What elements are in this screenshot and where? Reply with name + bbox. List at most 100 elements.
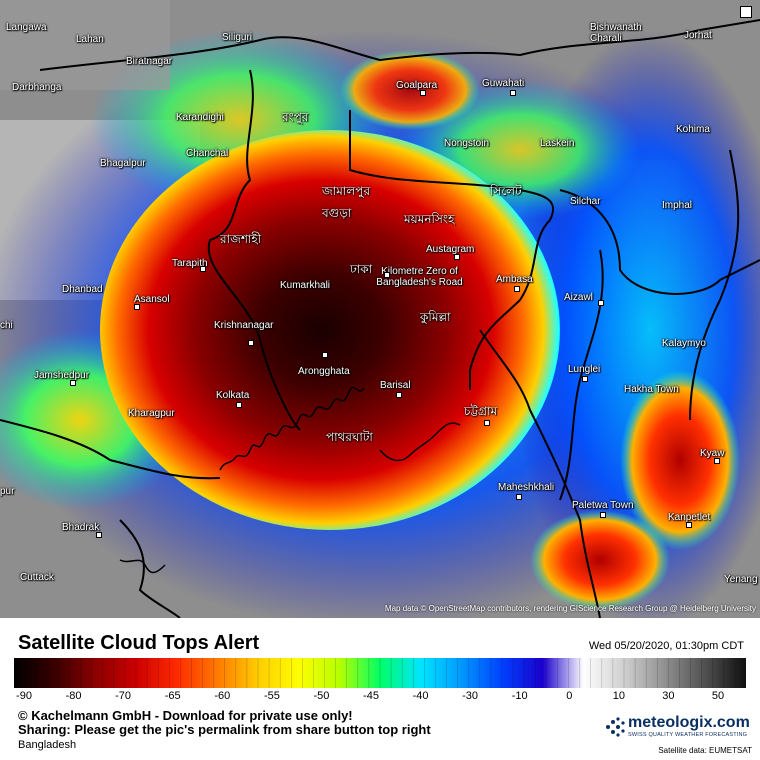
scale-gradient <box>14 658 746 688</box>
place-label: জামালপুর <box>322 184 371 198</box>
place-label: চট্টগ্রাম <box>464 404 498 418</box>
place-label: Siliguri <box>222 32 253 43</box>
place-label: Yenang <box>724 574 758 585</box>
place-label: Aizawl <box>564 292 593 303</box>
city-marker <box>516 494 522 500</box>
place-label: Arongghata <box>298 366 350 377</box>
scale-tick-label: 10 <box>612 690 626 702</box>
city-marker <box>396 392 402 398</box>
place-label: Kyaw <box>700 448 725 459</box>
color-scale-bar <box>14 658 746 688</box>
place-label: pur <box>0 486 15 497</box>
city-marker <box>96 532 102 538</box>
place-label: Kalaymyo <box>662 338 706 349</box>
scale-tick-label: 50 <box>711 690 725 702</box>
place-label: Chanchal <box>186 148 229 159</box>
meteologix-logo[interactable]: meteologix.com SWISS QUALITY WEATHER FOR… <box>604 714 754 744</box>
place-label: Jamshedpur <box>34 370 90 381</box>
zoom-control[interactable] <box>740 6 752 18</box>
place-label: কুমিল্লা <box>420 310 451 324</box>
sharing-text: Sharing: Please get the pic's permalink … <box>18 722 431 737</box>
coastline <box>119 386 461 574</box>
logo-tagline: SWISS QUALITY WEATHER FORECASTING <box>628 732 748 738</box>
place-label: chi <box>0 320 13 331</box>
place-label: Kumarkhali <box>280 280 331 291</box>
city-marker <box>134 304 140 310</box>
city-marker <box>236 402 242 408</box>
place-label: Ambasa <box>496 274 533 285</box>
region-label: Bangladesh <box>18 739 77 751</box>
place-label: Tarapith <box>172 258 208 269</box>
place-label: Lahan <box>76 34 104 45</box>
scale-tick-label: -65 <box>164 690 181 702</box>
scale-tick-label: -80 <box>65 690 82 702</box>
place-label: Austagram <box>426 244 475 255</box>
city-marker <box>510 90 516 96</box>
datetime-label: Wed 05/20/2020, 01:30pm CDT <box>588 640 744 652</box>
copyright-text: © Kachelmann GmbH - Download for private… <box>18 708 353 723</box>
place-label: Asansol <box>134 294 170 305</box>
scale-tick-label: 0 <box>566 690 573 702</box>
city-marker <box>420 90 426 96</box>
place-label: রংপুর <box>282 110 309 124</box>
place-label: Kilometre Zero of Bangladesh's Road <box>376 266 463 288</box>
place-label: Bhagalpur <box>100 158 146 169</box>
place-label: Dhanbad <box>62 284 103 295</box>
city-marker <box>248 340 254 346</box>
city-marker <box>600 512 606 518</box>
city-marker <box>514 286 520 292</box>
place-label: বগুড়া <box>322 206 352 220</box>
place-label: Hakha Town <box>624 384 679 395</box>
place-label: Jorhat <box>684 30 712 41</box>
place-label: রাজশাহী <box>220 232 262 246</box>
logo-text: meteologix.com <box>628 714 750 731</box>
place-label: Lunglei <box>568 364 601 375</box>
place-label: Kanpetlet <box>668 512 711 523</box>
satellite-map[interactable]: Langawa Lahan Siliguri Biratnagar Darbha… <box>0 0 760 618</box>
scale-tick-labels: -90 -80 -70 -65 -60 -55 -50 -45 -40 -30 -10 0 10 30 50 <box>0 690 760 704</box>
place-label: Kharagpur <box>128 408 175 419</box>
place-label: ময়মনসিংহ <box>404 212 455 226</box>
place-label: Krishnanagar <box>214 320 274 331</box>
place-label: Maheshkhali <box>498 482 555 493</box>
place-label: Cuttack <box>20 572 54 583</box>
city-marker <box>200 266 206 272</box>
scale-tick-label: -55 <box>263 690 280 702</box>
place-label: ঢাকা <box>350 262 373 276</box>
border-lines <box>0 19 760 618</box>
place-label: Kolkata <box>216 390 250 401</box>
cloud-tops-layer <box>0 19 760 618</box>
scale-tick-label: -10 <box>511 690 528 702</box>
place-label: Nongstoin <box>444 138 490 149</box>
place-label: Silchar <box>570 196 601 207</box>
city-marker <box>598 300 604 306</box>
place-label: Langawa <box>6 22 47 33</box>
place-label: সিলেট <box>490 184 522 198</box>
scale-tick-label: 30 <box>662 690 675 702</box>
scale-tick-label: -70 <box>115 690 132 702</box>
place-label: Barisal <box>380 380 411 391</box>
city-marker <box>384 272 390 278</box>
logo-icon <box>606 717 625 737</box>
place-label: Darbhanga <box>12 82 62 93</box>
place-label: Bishwanath Charali <box>590 22 642 44</box>
place-label: Karandighi <box>176 112 224 123</box>
scale-tick-label: -30 <box>462 690 479 702</box>
city-marker <box>70 380 76 386</box>
place-label: Goalpara <box>396 80 438 91</box>
place-label: Laskein <box>540 138 575 149</box>
scale-tick-label: -90 <box>16 690 32 702</box>
city-marker <box>714 458 720 464</box>
city-marker <box>582 376 588 382</box>
legend-panel: Satellite Cloud Tops Alert Wed 05/20/202… <box>0 618 760 760</box>
city-marker <box>322 352 328 358</box>
place-label: Bhadrak <box>62 522 100 533</box>
city-marker <box>484 420 490 426</box>
place-label: Biratnagar <box>126 56 173 67</box>
satellite-source: Satellite data: EUMETSAT <box>658 746 752 755</box>
place-label: Kohima <box>676 124 710 135</box>
scale-tick-label: -45 <box>363 690 379 702</box>
place-label: Guwahati <box>482 78 525 89</box>
scale-tick-label: -40 <box>412 690 429 702</box>
place-label: পাথরঘাটা <box>326 430 373 444</box>
